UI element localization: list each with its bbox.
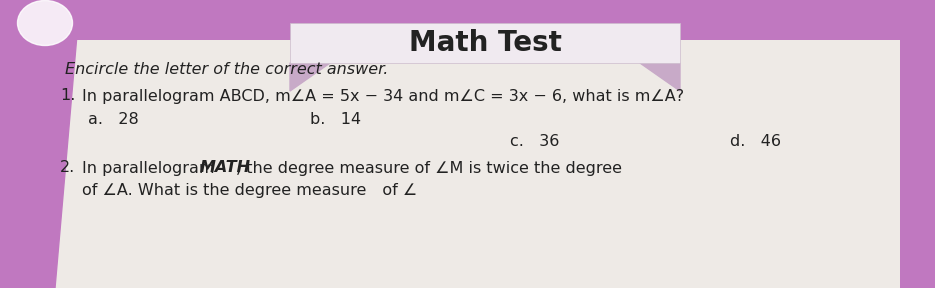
Text: Math Test: Math Test	[409, 29, 561, 57]
Text: c.   36: c. 36	[510, 134, 559, 149]
Polygon shape	[0, 0, 80, 288]
Text: , the degree measure of ∠M is twice the degree: , the degree measure of ∠M is twice the …	[236, 160, 622, 175]
Text: a.   28: a. 28	[88, 113, 138, 128]
FancyBboxPatch shape	[900, 0, 935, 288]
FancyBboxPatch shape	[22, 30, 935, 288]
Text: of ∠A. What is the degree measure of ∠: of ∠A. What is the degree measure of ∠	[82, 183, 417, 198]
Text: 1.: 1.	[60, 88, 76, 103]
Polygon shape	[640, 63, 680, 91]
Text: Encircle the letter of the correct answer.: Encircle the letter of the correct answe…	[65, 62, 388, 77]
Text: d.   46: d. 46	[730, 134, 781, 149]
FancyBboxPatch shape	[290, 23, 680, 63]
Text: MATH: MATH	[200, 160, 251, 175]
FancyBboxPatch shape	[0, 0, 935, 40]
Text: In parallelogram: In parallelogram	[82, 160, 220, 175]
Text: b.   14: b. 14	[310, 113, 361, 128]
Text: In parallelogram ABCD, m∠A = 5x − 34 and m∠C = 3x − 6, what is m∠A?: In parallelogram ABCD, m∠A = 5x − 34 and…	[82, 88, 684, 103]
Ellipse shape	[18, 1, 73, 46]
Text: 2.: 2.	[60, 160, 75, 175]
Polygon shape	[290, 63, 330, 91]
